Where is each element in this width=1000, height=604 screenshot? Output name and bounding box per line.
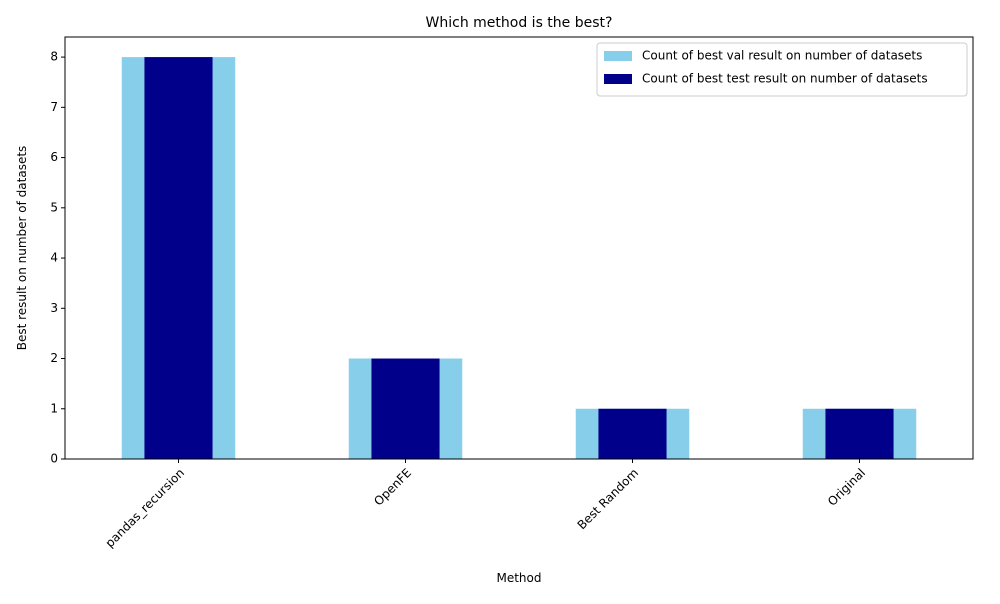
y-tick-label: 8 [50,50,58,64]
bar-series-2-0 [144,57,213,459]
bar-series-2-3 [825,408,894,459]
x-axis-title: Method [496,571,541,585]
y-tick-label: 5 [50,200,58,214]
bars-layer [121,57,917,459]
chart-title: Which method is the best? [426,15,613,31]
legend-box [596,42,968,97]
legend-label-1: Count of best val result on number of da… [642,49,922,63]
x-tick-label: Original [825,466,868,509]
y-tick-label: 1 [50,401,58,415]
x-tick-label: Best Random [575,466,642,533]
legend-swatch-2 [604,74,632,84]
legend-label-2: Count of best test result on number of d… [642,72,928,86]
y-tick-label: 3 [50,301,58,315]
y-tick-label: 7 [50,100,58,114]
bar-series-2-2 [598,408,667,459]
y-tick-label: 0 [50,452,58,466]
y-tick-label: 4 [50,251,58,265]
plot-frame [64,36,974,460]
legend-swatch-1 [604,51,632,61]
x-tick-label: OpenFE [371,466,414,509]
y-tick-label: 2 [50,351,58,365]
legend: Count of best val result on number of da… [596,42,968,97]
y-tick-label: 6 [50,150,58,164]
bar-series-2-1 [371,358,440,459]
x-tick-label: pandas_recursion [103,466,188,551]
y-axis-title: Best result on number of datasets [15,146,29,351]
